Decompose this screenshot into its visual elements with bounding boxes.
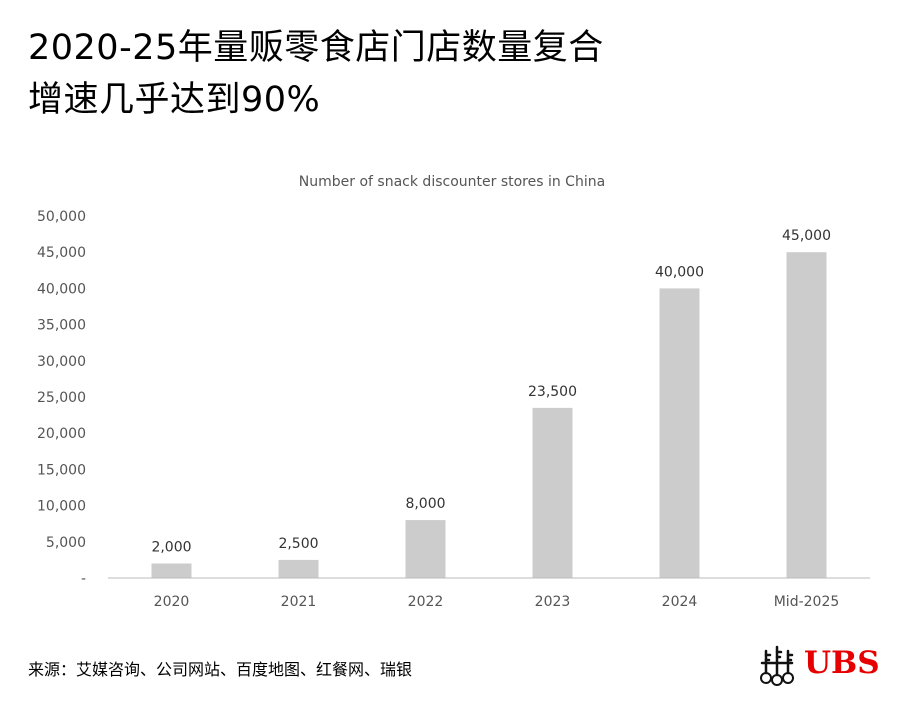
keys-emblem-icon: [760, 645, 794, 686]
bar: [151, 563, 192, 578]
source-note: 来源：艾媒咨询、公司网站、百度地图、红餐网、瑞银: [28, 660, 413, 679]
bars: 2,000 2,500 8,000 23,500 40,000 45,000: [151, 228, 831, 578]
y-tick-label: 10,000: [37, 499, 86, 515]
x-tick-label: 2023: [535, 594, 571, 610]
x-tick-label: 2020: [154, 594, 190, 610]
y-tick-label: 40,000: [37, 281, 86, 297]
y-axis: - 5,000 10,000 15,000 20,000 25,000 30,000 35,0…: [37, 209, 86, 587]
x-tick-label: 2022: [408, 594, 444, 610]
headline-line-1: 2020-25年量贩零食店门店数量复合: [28, 28, 604, 68]
headline-line-2: 增速几乎达到90%: [28, 80, 321, 120]
x-tick-label: Mid-2025: [774, 594, 840, 610]
chart-title: Number of snack discounter stores in Chi…: [299, 174, 605, 190]
bar-data-label: 23,500: [528, 384, 577, 400]
bar: [405, 520, 446, 578]
bar: [786, 252, 827, 578]
headline: 2020-25年量贩零食店门店数量复合 增速几乎达到90%: [28, 22, 868, 126]
y-tick-label: 25,000: [37, 390, 86, 406]
bar: [532, 407, 573, 578]
bar-data-label: 8,000: [405, 496, 445, 512]
y-tick-label: 15,000: [37, 462, 86, 478]
bar-data-label: 2,000: [151, 540, 191, 556]
y-tick-label: -: [81, 571, 86, 587]
y-tick-label: 50,000: [37, 209, 86, 225]
ubs-logo: UBS: [754, 643, 880, 687]
y-tick-label: 20,000: [37, 426, 86, 442]
logo-wordmark: UBS: [804, 645, 880, 681]
bar: [659, 288, 700, 578]
y-tick-label: 35,000: [37, 318, 86, 334]
bar-chart: Number of snack discounter stores in Chi…: [37, 174, 870, 610]
bar-data-label: 2,500: [278, 536, 318, 552]
x-tick-label: 2021: [281, 594, 317, 610]
y-tick-label: 5,000: [46, 535, 86, 551]
y-tick-label: 30,000: [37, 354, 86, 370]
x-tick-label: 2024: [662, 594, 698, 610]
y-tick-label: 45,000: [37, 245, 86, 261]
bar-data-label: 40,000: [655, 264, 704, 280]
x-axis: 2020 2021 2022 2023 2024 Mid-2025: [108, 577, 870, 610]
bar-data-label: 45,000: [782, 228, 831, 244]
bar: [278, 559, 319, 578]
